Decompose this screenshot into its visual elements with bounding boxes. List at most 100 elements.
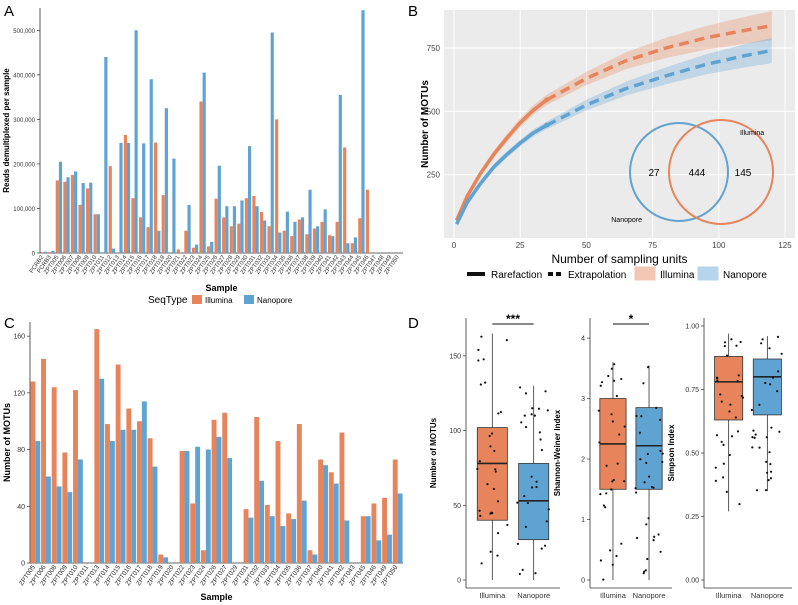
- bar-nanopore: [216, 436, 222, 563]
- jitter-point: [776, 390, 779, 393]
- jitter-point: [537, 407, 541, 410]
- jitter-point: [620, 377, 623, 381]
- bar-nanopore: [134, 30, 138, 253]
- bar-illumina: [259, 212, 264, 253]
- panel-c: C04080120160ZPT005ZPT006ZPT008ZPT009ZPT0…: [2, 315, 403, 602]
- jitter-point: [716, 377, 719, 380]
- bar-nanopore: [263, 220, 267, 253]
- bar-nanopore: [270, 32, 274, 253]
- x-tick-label: Illumina: [600, 591, 627, 600]
- jitter-point: [531, 407, 534, 410]
- jitter-point: [492, 487, 495, 491]
- jitter-point: [765, 460, 768, 463]
- y-tick-label: 1: [581, 517, 585, 524]
- bar-illumina: [40, 252, 44, 253]
- ci-ribbon-illumina: [456, 11, 772, 223]
- legend-rarefaction: Rarefaction: [491, 270, 542, 281]
- jitter-point: [479, 383, 482, 386]
- jitter-point: [764, 488, 768, 492]
- jitter-point: [723, 344, 726, 348]
- bar-illumina: [229, 226, 233, 253]
- jitter-point: [736, 430, 740, 433]
- jitter-point: [721, 476, 725, 479]
- jitter-point: [610, 367, 613, 370]
- jitter-point: [618, 433, 621, 436]
- bar-nanopore: [111, 248, 116, 253]
- jitter-point: [650, 485, 654, 488]
- jitter-point: [659, 449, 662, 452]
- bar-illumina: [147, 438, 153, 563]
- jitter-point: [661, 452, 664, 455]
- bar-nanopore: [56, 486, 62, 563]
- jitter-point: [489, 445, 492, 448]
- x-tick-label: 75: [648, 241, 657, 250]
- bar-illumina: [214, 198, 218, 253]
- bar-nanopore: [387, 534, 392, 563]
- bar-illumina: [30, 381, 36, 563]
- legend-rarefaction-swatch: [467, 272, 485, 276]
- bar-nanopore: [227, 458, 233, 563]
- jitter-point: [543, 544, 547, 547]
- y-tick-label: 250: [427, 171, 441, 180]
- bar-nanopore: [184, 451, 190, 563]
- bar-illumina: [296, 424, 302, 563]
- jitter-point: [496, 500, 500, 503]
- bar-nanopore: [131, 429, 137, 563]
- jitter-point: [635, 491, 638, 494]
- y-tick-label: 50: [453, 503, 461, 510]
- jitter-point: [647, 517, 650, 520]
- y-tick-label: 100: [449, 428, 461, 435]
- y-tick-label: 200,000: [13, 162, 35, 168]
- jitter-point: [490, 511, 493, 514]
- bar-illumina: [48, 252, 52, 253]
- y-tick-label: 400,000: [13, 73, 35, 79]
- jitter-point: [602, 578, 605, 581]
- jitter-point: [523, 494, 526, 498]
- jitter-point: [520, 421, 523, 424]
- jitter-point: [605, 464, 608, 467]
- bar-illumina: [328, 472, 334, 563]
- y-tick-label: 40: [17, 504, 25, 511]
- x-tick-label: Nanopore: [633, 591, 666, 600]
- jitter-point: [598, 441, 601, 444]
- jitter-point: [539, 438, 542, 441]
- bar-illumina: [85, 188, 90, 253]
- legend-label-illumina: Illumina: [205, 296, 233, 305]
- bar-illumina: [62, 452, 68, 563]
- jitter-point: [653, 535, 656, 538]
- jitter-point: [613, 379, 616, 382]
- bar-nanopore: [301, 500, 307, 563]
- y-tick-label: 150: [449, 353, 461, 360]
- panel-label-b: B: [408, 3, 418, 20]
- y-axis-title: Simpson Index: [667, 424, 676, 481]
- jitter-point: [599, 384, 602, 387]
- jitter-point: [768, 347, 771, 350]
- bar-illumina: [126, 408, 132, 563]
- bar-nanopore: [323, 465, 328, 563]
- jitter-point: [496, 554, 499, 557]
- jitter-point: [730, 338, 733, 341]
- jitter-point: [540, 547, 543, 550]
- box-illumina: [714, 356, 744, 421]
- bar-nanopore: [45, 476, 51, 563]
- bar-illumina: [70, 175, 75, 253]
- jitter-point: [609, 549, 612, 552]
- y-axis-title: Number of MOTUs: [420, 80, 431, 168]
- bar-nanopore: [353, 237, 358, 253]
- bar-nanopore: [157, 230, 161, 253]
- bar-illumina: [138, 217, 143, 253]
- y-tick-label: 100,000: [13, 207, 35, 213]
- jitter-point: [770, 426, 773, 429]
- bar-nanopore: [195, 446, 201, 563]
- bar-illumina: [267, 226, 271, 253]
- bar-illumina: [78, 204, 82, 253]
- x-axis-title: Sample: [205, 283, 237, 293]
- jitter-point: [478, 509, 481, 512]
- bar-illumina: [252, 195, 256, 253]
- jitter-point: [530, 486, 534, 489]
- jitter-point: [478, 460, 481, 463]
- jitter-point: [776, 335, 780, 338]
- jitter-point: [714, 466, 717, 469]
- jitter-point: [725, 354, 729, 357]
